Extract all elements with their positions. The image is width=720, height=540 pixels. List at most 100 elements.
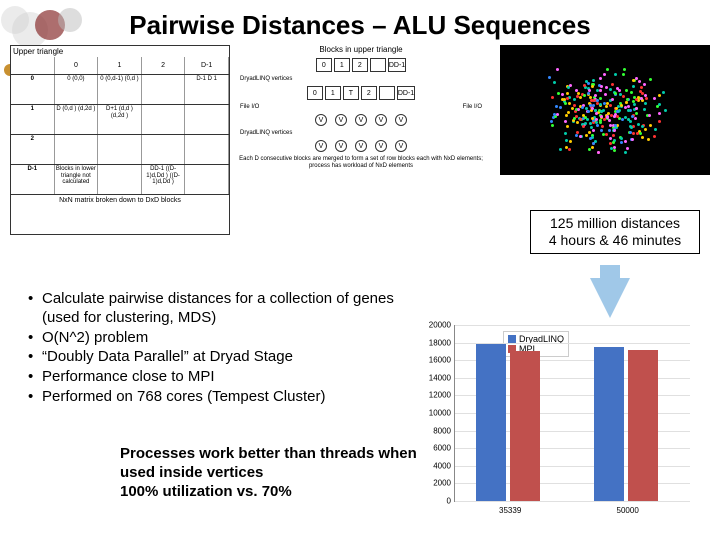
vertex-circle: V: [375, 140, 387, 152]
scatter-point: [619, 93, 622, 96]
scatter-point: [644, 94, 647, 97]
vertex-circle: V: [335, 140, 347, 152]
scatter-point: [653, 97, 656, 100]
scatter-point: [571, 107, 574, 110]
scatter-point: [632, 85, 635, 88]
scatter-point: [625, 89, 628, 92]
scatter-point: [592, 142, 595, 145]
scatter-point: [614, 73, 617, 76]
scatter-point: [551, 124, 554, 127]
block-cell: 0: [316, 58, 332, 72]
scatter-point: [603, 118, 606, 121]
block-cell: 1: [325, 86, 341, 100]
scatter-point: [573, 98, 576, 101]
scatter-point: [581, 106, 584, 109]
scatter-point: [637, 123, 640, 126]
scatter-point: [641, 136, 644, 139]
matrix-cell: 0 (0,0): [55, 75, 99, 104]
scatter-point: [568, 102, 571, 105]
scatter-point: [548, 76, 551, 79]
scatter-point: [648, 114, 651, 117]
scatter-point: [602, 133, 605, 136]
scatter-point: [600, 115, 603, 118]
scatter-point: [624, 140, 627, 143]
matrix-col-header: 2: [142, 57, 186, 74]
arrow-down-icon: [590, 278, 630, 318]
scatter-point: [612, 134, 615, 137]
matrix-cell: [185, 135, 229, 164]
matrix-caption: NxN matrix broken down to DxD blocks: [11, 195, 229, 206]
scatter-point: [582, 125, 585, 128]
scatter-point: [606, 115, 609, 118]
scatter-point: [586, 118, 589, 121]
scatter-point: [611, 98, 614, 101]
scatter-point: [609, 88, 612, 91]
chart-bar: [628, 350, 658, 501]
block-label-fileio2: File I/O: [463, 104, 482, 110]
scatter-point: [658, 120, 661, 123]
matrix-header-text: Upper triangle: [11, 46, 229, 57]
scatter-point: [629, 120, 632, 123]
scatter-point: [635, 77, 638, 80]
matrix-cell: [55, 135, 99, 164]
scatter-point: [597, 151, 600, 154]
scatter-point: [596, 124, 599, 127]
block-cell: DD-1: [397, 86, 415, 100]
scatter-point: [599, 89, 602, 92]
scatter-point: [591, 136, 594, 139]
vertex-circle: V: [315, 140, 327, 152]
scatter-point: [658, 94, 661, 97]
scatter-point: [588, 131, 591, 134]
scatter-point: [551, 96, 554, 99]
scatter-point: [595, 118, 598, 121]
scatter-point: [639, 132, 642, 135]
block-cell: [379, 86, 395, 100]
scatter-point: [568, 148, 571, 151]
matrix-row-header: 0: [11, 75, 55, 104]
scatter-point: [569, 140, 572, 143]
scatter-point: [556, 68, 559, 71]
scatter-point: [632, 79, 635, 82]
bullet-item: Performance close to MPI: [28, 368, 408, 387]
matrix-cell: [185, 165, 229, 194]
chart-bar: [510, 351, 540, 501]
chart-ylabel: 8000: [421, 426, 451, 435]
vertex-circle: V: [315, 114, 327, 126]
blocks-diagram: Blocks in upper triangle 012DD-1 DryadLI…: [236, 45, 486, 235]
scatter-point: [644, 128, 647, 131]
chart-ylabel: 4000: [421, 461, 451, 470]
matrix-row-header: D-1: [11, 165, 55, 194]
scatter-point: [634, 117, 637, 120]
block-cell: 0: [307, 86, 323, 100]
scatter-point: [621, 118, 624, 121]
scatter-point: [609, 104, 612, 107]
scatter-point: [591, 146, 594, 149]
scatter-point: [638, 80, 641, 83]
chart-ylabel: 12000: [421, 391, 451, 400]
matrix-diagram: Upper triangle 012D-1 00 (0,0)0 (0,d-1) …: [10, 45, 230, 235]
vertex-circle: V: [395, 140, 407, 152]
block-label-fileio: File I/O: [240, 104, 259, 110]
scatter-point: [564, 132, 567, 135]
scatter-point: [658, 103, 661, 106]
scatter-point: [557, 92, 560, 95]
scatter-point: [622, 73, 625, 76]
scatter-point: [653, 135, 656, 138]
scatter-point: [627, 105, 630, 108]
note-line2: 100% utilization vs. 70%: [120, 483, 420, 502]
scatter-point: [658, 112, 661, 115]
scatter-point: [564, 102, 567, 105]
chart-bar: [594, 347, 624, 501]
scatter-point: [592, 129, 595, 132]
matrix-row: D-1Blocks in lower triangle not calculat…: [11, 165, 229, 195]
scatter-point: [613, 149, 616, 152]
matrix-col-header: 0: [55, 57, 99, 74]
block-label-1: DryadLINQ vertices: [240, 76, 482, 82]
chart-ylabel: 6000: [421, 444, 451, 453]
scatter-point: [563, 98, 566, 101]
scatter-point: [618, 89, 621, 92]
scatter-point: [610, 147, 613, 150]
page-title: Pairwise Distances – ALU Sequences: [0, 0, 720, 45]
scatter-point: [567, 111, 570, 114]
scatter-point: [603, 73, 606, 76]
